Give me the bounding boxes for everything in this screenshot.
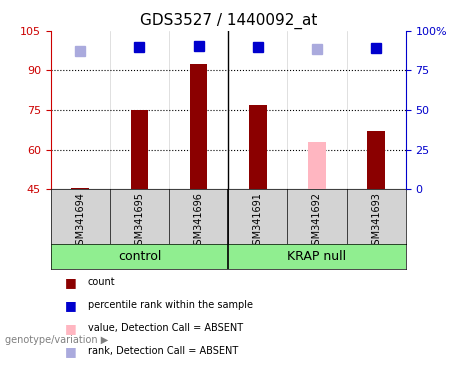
Text: ■: ■ [65, 345, 76, 358]
Text: GSM341692: GSM341692 [312, 192, 322, 251]
Text: value, Detection Call = ABSENT: value, Detection Call = ABSENT [88, 323, 242, 333]
Text: ■: ■ [65, 322, 76, 335]
Text: count: count [88, 277, 115, 287]
Bar [367, 131, 385, 189]
Text: GSM341691: GSM341691 [253, 192, 263, 251]
Text: genotype/variation ▶: genotype/variation ▶ [5, 335, 108, 345]
Text: GSM341696: GSM341696 [194, 192, 204, 251]
Text: ■: ■ [65, 299, 76, 312]
Text: rank, Detection Call = ABSENT: rank, Detection Call = ABSENT [88, 346, 238, 356]
Text: ■: ■ [65, 276, 76, 289]
Text: KRAP null: KRAP null [287, 250, 347, 263]
Title: GDS3527 / 1440092_at: GDS3527 / 1440092_at [140, 13, 317, 29]
Bar [249, 105, 266, 189]
Bar [190, 64, 207, 189]
Text: percentile rank within the sample: percentile rank within the sample [88, 300, 253, 310]
Bar [308, 142, 326, 189]
Bar [130, 110, 148, 189]
Text: GSM341693: GSM341693 [371, 192, 381, 251]
Text: GSM341694: GSM341694 [75, 192, 85, 251]
Text: control: control [118, 250, 161, 263]
Bar [71, 188, 89, 189]
Text: GSM341695: GSM341695 [135, 192, 144, 251]
